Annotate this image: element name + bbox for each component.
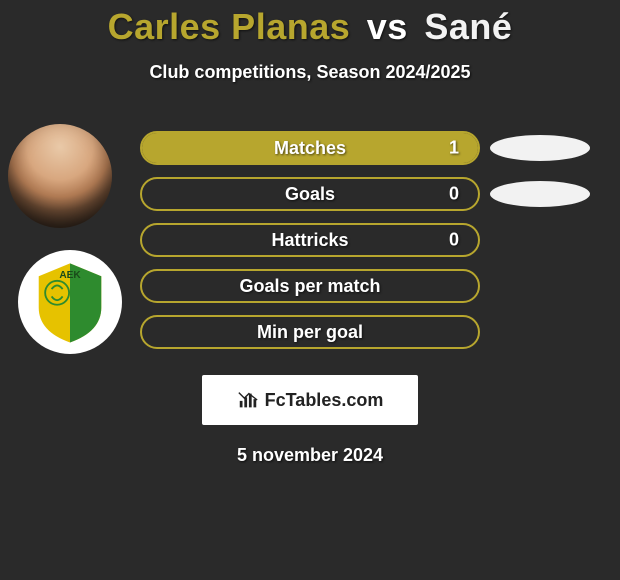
title-player1: Carles Planas: [108, 6, 351, 47]
stat-pill: Min per goal: [140, 315, 480, 349]
stat-label: Goals per match: [239, 276, 380, 297]
stat-value-p1: 0: [449, 230, 459, 251]
stat-pill: Goals per match: [140, 269, 480, 303]
stat-pill: Hattricks: [140, 223, 480, 257]
stat-label: Hattricks: [271, 230, 348, 251]
stat-label: Min per goal: [257, 322, 363, 343]
page-title: Carles Planas vs Sané: [0, 0, 620, 48]
stat-row: Hattricks 0: [0, 217, 620, 263]
title-player2: Sané: [424, 6, 512, 47]
stat-label: Goals: [285, 184, 335, 205]
stat-ellipse-p2: [490, 181, 590, 207]
chart-icon: [237, 389, 259, 411]
stat-value-p1: 0: [449, 184, 459, 205]
branding-text: FcTables.com: [265, 390, 384, 411]
branding-box: FcTables.com: [202, 375, 418, 425]
stat-pill: Matches: [140, 131, 480, 165]
stat-value-p1: 1: [449, 138, 459, 159]
stat-label: Matches: [274, 138, 346, 159]
title-vs: vs: [367, 6, 408, 47]
stat-ellipse-p2: [490, 135, 590, 161]
stat-row: Min per goal: [0, 309, 620, 355]
stats-rows: Matches 1 Goals 0 Hattricks 0 Goals per match M…: [0, 125, 620, 355]
stat-row: Goals per match: [0, 263, 620, 309]
date-text: 5 november 2024: [0, 445, 620, 466]
stat-row: Matches 1: [0, 125, 620, 171]
subtitle: Club competitions, Season 2024/2025: [0, 62, 620, 83]
stat-pill: Goals: [140, 177, 480, 211]
stat-row: Goals 0: [0, 171, 620, 217]
